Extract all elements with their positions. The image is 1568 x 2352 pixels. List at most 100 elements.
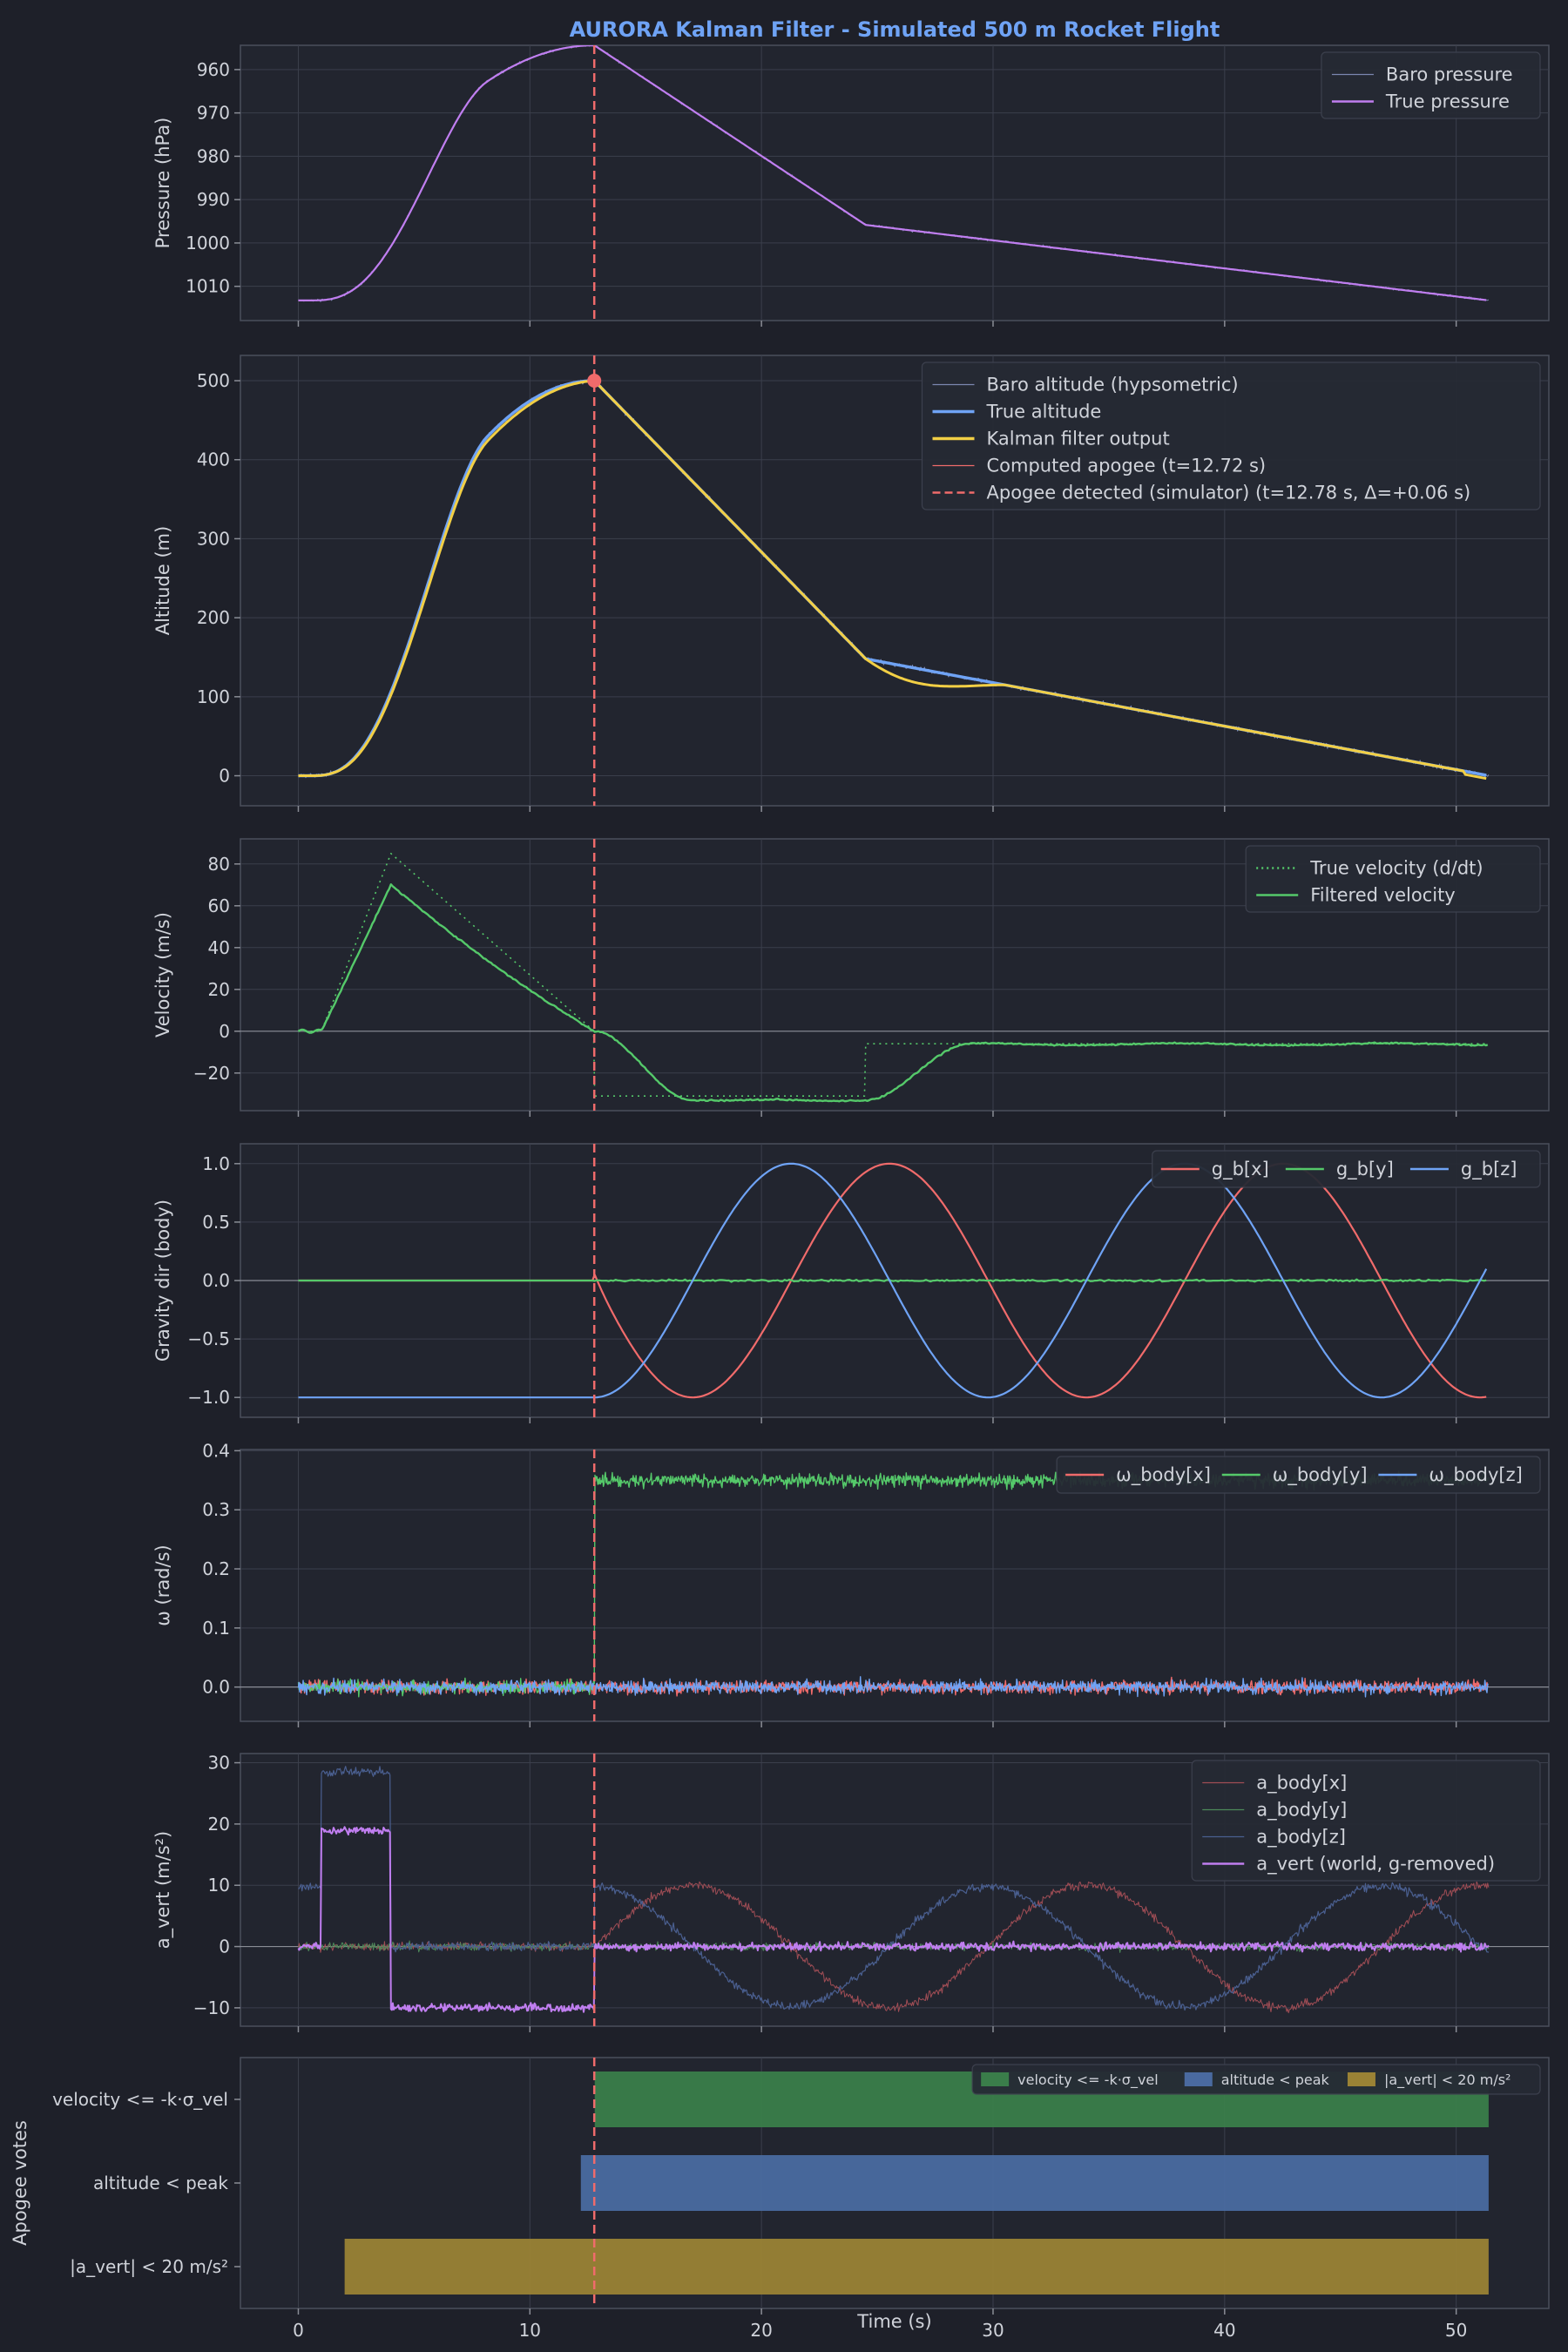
y-tick-label: 100: [197, 686, 230, 707]
legend-label: Baro altitude (hypsometric): [987, 375, 1239, 395]
panel-omega: 0.00.10.20.30.4ω (rad/s)ω_body[x] ω_body[…: [152, 1440, 1550, 1727]
legend-altitude: Baro altitude (hypsometric) True altitude…: [921, 362, 1541, 510]
y-tick-label: 300: [197, 528, 230, 549]
y-tick-label: 0.0: [202, 1677, 230, 1698]
legend-omega: ω_body[x] ω_body[y] ω_body[z]: [1056, 1456, 1541, 1494]
y-tick-label: 400: [197, 449, 230, 470]
panel-gravity: −1.0 −0.5 0.0 0.5 1.0 Gravity dir (body) g_b[x…: [152, 1143, 1550, 1423]
y-tick-label: 0: [219, 1021, 230, 1042]
legend-label: True pressure: [1385, 91, 1510, 112]
plot-area-velocity: [240, 853, 1549, 1103]
plot-area-accel: [240, 1766, 1549, 2014]
legend-label: altitude < peak: [1221, 2072, 1330, 2088]
legend-velocity: True velocity (d/dt) Filtered velocity: [1245, 845, 1541, 913]
legend-label: a_body[x]: [1256, 1773, 1347, 1794]
y-tick-label: 0.1: [202, 1618, 230, 1639]
legend-label: a_vert (world, g-removed): [1256, 1854, 1495, 1876]
x-tick-label: 50: [1445, 2320, 1467, 2341]
chart-title: AURORA Kalman Filter - Simulated 500 m R…: [570, 17, 1220, 42]
panel-frame-omega: [240, 1449, 1550, 1722]
legend-label: a_body[z]: [1256, 1827, 1346, 1848]
legend-label: g_b[z]: [1461, 1159, 1517, 1180]
y-tick-label: 960: [197, 59, 230, 80]
y-tick-label: 0.2: [202, 1558, 230, 1579]
x-axis-label: Time (s): [856, 2311, 931, 2332]
plot-area-altitude: [298, 374, 1490, 781]
omega-z-line: [297, 1676, 1489, 1698]
y-tick-label: 0.4: [202, 1440, 230, 1461]
legend-label: g_b[x]: [1212, 1159, 1269, 1180]
accel-z-line: [298, 1766, 1490, 2011]
legend-label: Kalman filter output: [987, 429, 1170, 449]
y-tick-label: 0: [219, 1936, 230, 1957]
y-tick-label: 40: [208, 937, 230, 958]
legend-label: True velocity (d/dt): [1309, 858, 1483, 879]
x-tick-label: 40: [1213, 2320, 1235, 2341]
y-tick-label: 0.3: [202, 1499, 230, 1520]
x-tick-label: 30: [982, 2320, 1004, 2341]
legend-label: a_body[y]: [1256, 1800, 1347, 1821]
panel-votes: velocity <= -k·σ_vel altitude < peak |a_ve…: [10, 2057, 1550, 2341]
y-axis-label: Pressure (hPa): [152, 118, 173, 249]
vote-category-label: velocity <= -k·σ_vel: [52, 2089, 228, 2110]
y-tick-label: 200: [197, 607, 230, 628]
filtered-velocity-line: [297, 883, 1489, 1103]
legend-votes: velocity <= -k·σ_vel altitude < peak |a_ve…: [971, 2064, 1541, 2095]
vote-category-label: altitude < peak: [93, 2173, 228, 2193]
y-tick-label: −0.5: [187, 1328, 230, 1349]
gravity-z-line: [298, 1162, 1488, 1399]
legend-label: Computed apogee (t=12.72 s): [987, 456, 1267, 476]
legend-box: [1245, 845, 1541, 913]
gravity-y-line: [298, 1278, 1487, 1283]
legend-label: ω_body[z]: [1429, 1464, 1522, 1486]
y-tick-label: 980: [197, 145, 230, 166]
y-tick-label: 990: [197, 189, 230, 210]
panel-pressure: 960 970 980 990 1000 1010 Pressure (hPa) Baro p…: [152, 44, 1550, 327]
x-tick-label: 20: [750, 2320, 772, 2341]
legend-box: [1191, 1760, 1541, 1882]
y-tick-label: 60: [208, 896, 230, 916]
y-tick-label: −10: [193, 1997, 230, 2018]
legend-label: Apogee detected (simulator) (t=12.78 s, …: [987, 483, 1471, 504]
y-tick-label: 20: [208, 1814, 230, 1835]
true-velocity-line: [298, 853, 1489, 1097]
y-tick-label: 1.0: [202, 1153, 230, 1174]
y-axis-label: a_vert (m/s²): [152, 1831, 174, 1950]
legend-label: |a_vert| < 20 m/s²: [1384, 2072, 1511, 2089]
legend-box: [921, 362, 1541, 510]
y-tick-label: 0.5: [202, 1212, 230, 1233]
y-axis-label: ω (rad/s): [152, 1544, 173, 1626]
legend-accel: a_body[x] a_body[y] a_body[z] a_vert (world…: [1191, 1760, 1541, 1882]
legend-label: velocity <= -k·σ_vel: [1017, 2072, 1159, 2089]
y-tick-label: 0.0: [202, 1270, 230, 1291]
y-tick-label: 0: [219, 766, 230, 787]
x-tick-label: 10: [519, 2320, 541, 2341]
y-tick-label: −20: [193, 1063, 230, 1084]
vote-bar-1: [580, 2155, 1489, 2211]
panel-accel: −10 0 10 20 30 a_vert (m/s²) a_body[x] a_body[y…: [152, 1753, 1550, 2032]
y-tick-label: 10: [208, 1875, 230, 1896]
legend-label: ω_body[y]: [1273, 1464, 1368, 1486]
legend-swatch: [1347, 2072, 1375, 2086]
y-tick-label: 1000: [186, 233, 230, 253]
y-tick-label: 30: [208, 1753, 230, 1774]
computed-apogee-marker: [587, 374, 602, 389]
legend-label: Filtered velocity: [1310, 885, 1456, 906]
panel-velocity: −20 0 20 40 60 80 Velocity (m/s) True velocity …: [152, 838, 1550, 1117]
vote-category-label: |a_vert| < 20 m/s²: [70, 2256, 228, 2277]
panel-altitude: 0 100 200 300 400 500 Altitude (m) Baro altitud…: [152, 355, 1550, 812]
a-vert-line: [297, 1826, 1490, 2013]
legend-box: [1152, 1150, 1541, 1188]
legend-label: ω_body[x]: [1116, 1464, 1211, 1486]
x-tick-label: 0: [293, 2320, 304, 2341]
legend-box: [1321, 51, 1541, 119]
y-axis-label: Altitude (m): [152, 526, 173, 636]
y-tick-label: 500: [197, 370, 230, 391]
y-axis-label: Velocity (m/s): [152, 912, 173, 1037]
legend-box: [1056, 1456, 1541, 1494]
vote-bar-2: [344, 2239, 1489, 2295]
legend-box: [971, 2064, 1541, 2095]
legend-pressure: Baro pressure True pressure: [1321, 51, 1541, 119]
legend-label: True altitude: [986, 402, 1102, 422]
